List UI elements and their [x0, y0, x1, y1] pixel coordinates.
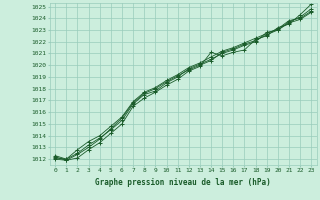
X-axis label: Graphe pression niveau de la mer (hPa): Graphe pression niveau de la mer (hPa) — [95, 178, 271, 187]
